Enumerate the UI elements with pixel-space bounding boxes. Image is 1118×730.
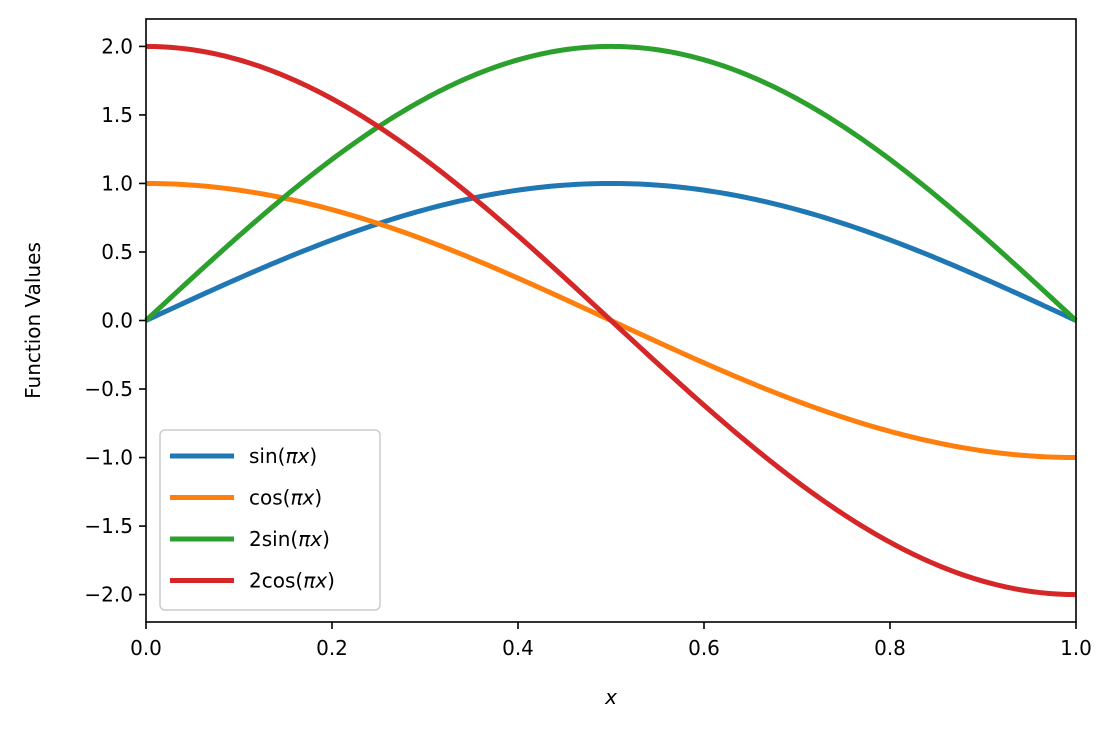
x-tick-label: 0.6 — [688, 636, 720, 660]
series-line-4 — [145, 43, 1077, 598]
legend-label: 2sin(πx) — [249, 527, 330, 551]
legend-label-italic: πx — [298, 527, 322, 551]
legend-label: sin(πx) — [249, 444, 317, 468]
y-tick-label: 0.0 — [101, 309, 133, 333]
legend-label-prefix: cos( — [249, 486, 290, 510]
legend-label-prefix: sin( — [249, 444, 285, 468]
legend-label-prefix: 2cos( — [249, 569, 303, 593]
y-tick-label: −2.0 — [84, 583, 133, 607]
legend-label: cos(πx) — [249, 486, 322, 510]
series-line-3 — [144, 43, 1078, 323]
y-tick-label: −1.5 — [84, 514, 133, 538]
legend-label: 2cos(πx) — [249, 569, 335, 593]
x-tick-label: 0.8 — [874, 636, 906, 660]
legend-label-italic: πx — [285, 444, 309, 468]
legend-label-suffix: ) — [309, 444, 317, 468]
y-tick-label: 1.0 — [101, 171, 133, 195]
y-axis-label: Function Values — [21, 242, 45, 399]
legend-label-prefix: 2sin( — [249, 527, 298, 551]
y-axis: −2.0 −1.5 −1.0 −0.5 0.0 0.5 1.0 1.5 2.0 — [84, 34, 146, 607]
x-axis-label: x — [604, 685, 617, 709]
x-tick-label: 1.0 — [1060, 636, 1092, 660]
y-tick-label: 1.5 — [101, 103, 133, 127]
legend-label-suffix: ) — [327, 569, 335, 593]
x-tick-label: 0.0 — [130, 636, 162, 660]
x-tick-label: 0.4 — [502, 636, 534, 660]
legend-label-italic: πx — [290, 486, 314, 510]
legend-label-italic: πx — [303, 569, 327, 593]
y-tick-label: −1.0 — [84, 446, 133, 470]
series-line-1 — [144, 180, 1078, 323]
series-layer — [144, 43, 1078, 598]
legend-label-suffix: ) — [322, 527, 330, 551]
x-tick-label: 0.2 — [316, 636, 348, 660]
x-axis: 0.0 0.2 0.4 0.6 0.8 1.0 — [130, 622, 1092, 660]
y-tick-label: 0.5 — [101, 240, 133, 264]
y-tick-label: 2.0 — [101, 34, 133, 58]
y-tick-label: −0.5 — [84, 377, 133, 401]
legend-label-suffix: ) — [314, 486, 322, 510]
legend-box — [159, 429, 381, 611]
legend: sin(πx)cos(πx)2sin(πx)2cos(πx) — [159, 429, 381, 611]
